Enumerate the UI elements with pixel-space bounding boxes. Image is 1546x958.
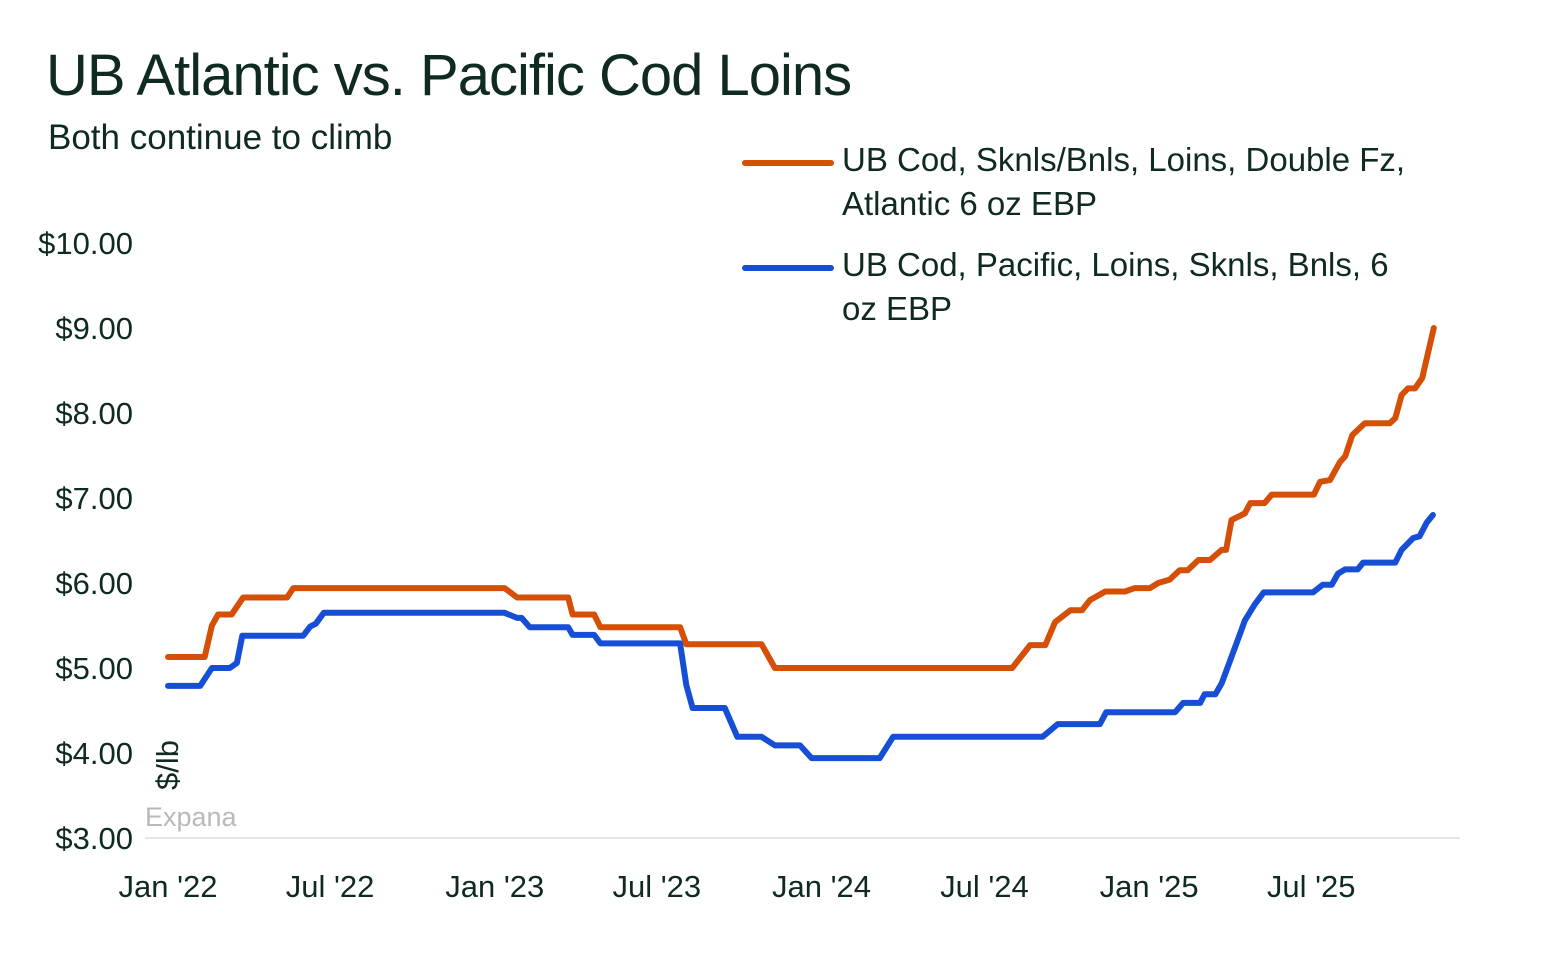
y-axis-label: $/lb [150,740,185,790]
x-tick-label: Jan '25 [1100,869,1199,904]
x-tick-label: Jan '24 [772,869,871,904]
x-tick-label: Jul '23 [612,869,701,904]
y-tick-label: $6.00 [55,566,133,601]
chart-subtitle: Both continue to climb [48,118,393,157]
x-tick-label: Jan '22 [119,869,218,904]
y-tick-label: $8.00 [55,396,133,431]
x-tick-label: Jan '23 [445,869,544,904]
y-tick-label: $10.00 [38,226,133,261]
legend-item-pacific: UB Cod, Pacific, Loins, Sknls, Bnls, 6 o… [742,243,1432,331]
legend-item-atlantic: UB Cod, Sknls/Bnls, Loins, Double Fz, At… [742,138,1432,226]
y-tick-label: $5.00 [55,651,133,686]
series-line-atlantic [165,325,1437,671]
watermark: Expana [145,802,238,832]
y-tick-label: $7.00 [55,481,133,516]
y-tick-label: $4.00 [55,736,133,771]
legend-label-pacific: UB Cod, Pacific, Loins, Sknls, Bnls, 6 o… [842,246,1389,327]
x-tick-label: Jul '25 [1267,869,1356,904]
legend-label-atlantic: UB Cod, Sknls/Bnls, Loins, Double Fz, At… [842,141,1406,222]
x-tick-label: Jul '22 [286,869,375,904]
series-line-pacific [165,512,1436,762]
y-tick-label: $3.00 [55,821,133,856]
x-tick-label: Jul '24 [940,869,1029,904]
legend-swatch-pacific [742,265,834,271]
chart-title: UB Atlantic vs. Pacific Cod Loins [46,43,852,108]
y-tick-label: $9.00 [55,311,133,346]
legend-swatch-atlantic [742,160,834,166]
